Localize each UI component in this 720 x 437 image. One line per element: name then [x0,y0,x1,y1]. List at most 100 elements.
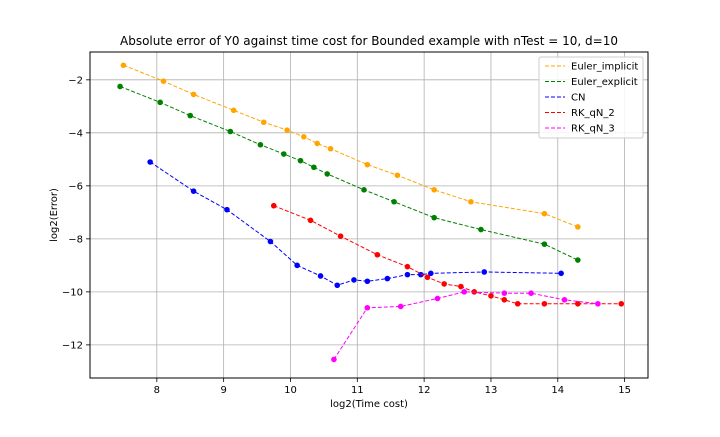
legend-label-cn: CN [571,93,585,104]
data-point-rk-qn-3 [528,290,534,296]
data-point-cn [364,278,371,285]
x-tick-label: 9 [220,385,226,396]
data-point-euler-implicit [468,198,474,205]
data-point-rk-qn-2 [270,202,277,209]
data-point-euler-explicit [257,141,264,148]
data-point-rk-qn-2 [337,233,344,239]
data-point-euler-explicit [361,187,367,193]
data-point-euler-implicit [364,161,371,168]
y-axis-label: log2(Error) [49,188,60,242]
data-point-rk-qn-2 [424,274,431,281]
series-rk-qn-2 [270,202,625,307]
y-tick-label: −6 [68,181,83,192]
series-line-euler-implicit [123,64,579,228]
data-point-euler-implicit [431,187,437,193]
x-tick-label: 8 [154,385,160,396]
data-point-euler-explicit [324,171,331,177]
data-point-cn [481,269,488,275]
data-point-euler-implicit [190,91,197,98]
series-rk-qn-3 [331,289,601,363]
data-point-euler-implicit [327,145,334,152]
legend-label-euler-implicit: Euler_implicit [571,62,638,73]
x-tick-label: 11 [351,385,364,396]
data-point-euler-explicit [431,214,437,221]
data-point-euler-implicit [314,140,321,147]
series-euler-explicit [117,83,581,263]
data-point-rk-qn-2 [458,283,464,290]
data-point-rk-qn-2 [575,300,581,307]
series-layer [117,62,625,363]
data-point-euler-explicit [227,128,234,135]
chart-title: Absolute error of Y0 against time cost f… [120,34,618,48]
data-point-cn [428,270,434,277]
data-point-euler-explicit [187,112,194,119]
data-point-cn [267,238,274,245]
data-point-euler-implicit [160,78,167,84]
data-point-rk-qn-2 [541,300,548,307]
y-tick-label: −2 [68,75,83,86]
data-point-euler-implicit [260,119,267,126]
y-tick-label: −4 [68,128,83,139]
data-point-rk-qn-3 [561,297,568,303]
series-euler-implicit [120,62,581,230]
x-tick-label: 13 [485,385,498,396]
data-point-rk-qn-3 [461,289,468,295]
x-axis-label: log2(Time cost) [330,399,408,410]
data-point-rk-qn-3 [397,303,404,310]
data-point-cn [417,271,424,278]
data-point-cn [558,270,564,277]
x-tick-label: 12 [418,385,431,396]
data-point-rk-qn-2 [501,297,508,303]
legend-label-rk-qn-3: RK_qN_3 [571,124,615,135]
data-point-rk-qn-3 [501,290,508,296]
data-point-euler-implicit [541,210,548,217]
data-point-rk-qn-2 [374,251,381,258]
data-point-rk-qn-2 [514,300,521,307]
data-point-euler-explicit [478,226,484,233]
tick-layer: 8 9 10 11 12 13 14 15 −12 −10 −8 −6 −4 −2 [62,75,631,396]
plot-area-frame [89,51,649,379]
data-point-cn [384,275,391,282]
series-line-rk-qn-3 [333,291,598,360]
data-point-cn [294,262,300,269]
data-point-rk-qn-2 [441,281,447,287]
x-tick-label: 10 [284,385,297,396]
data-point-euler-explicit [575,257,581,263]
legend-label-rk-qn-2: RK_qN_2 [571,108,615,119]
data-point-euler-implicit [120,62,127,69]
x-tick-label: 15 [618,385,631,396]
data-point-euler-implicit [301,134,307,140]
y-tick-label: −10 [62,287,83,298]
series-cn [147,159,564,289]
data-point-euler-explicit [391,198,397,205]
data-point-rk-qn-2 [488,293,494,299]
legend-label-euler-explicit: Euler_explicit [571,77,638,88]
data-point-rk-qn-2 [618,300,625,307]
data-point-euler-explicit [297,157,304,164]
data-point-rk-qn-3 [595,300,601,307]
data-point-cn [404,271,411,278]
data-point-rk-qn-3 [331,356,337,363]
data-point-euler-explicit [281,151,287,157]
data-point-euler-explicit [311,164,317,171]
data-point-cn [317,273,324,279]
data-point-rk-qn-2 [307,217,314,224]
data-point-euler-explicit [541,241,548,247]
data-point-euler-implicit [284,127,290,133]
legend-box [538,56,644,139]
data-point-euler-explicit [117,83,123,90]
y-tick-label: −8 [68,234,83,245]
data-point-euler-implicit [575,224,581,230]
data-point-rk-qn-3 [434,295,441,302]
data-point-cn [224,206,230,213]
y-tick-label: −12 [62,340,83,351]
data-point-cn [334,282,341,289]
data-point-cn [147,159,153,165]
data-point-cn [190,188,197,194]
data-point-cn [351,277,357,283]
x-tick-label: 14 [551,385,564,396]
data-point-euler-implicit [230,107,237,114]
data-point-euler-implicit [394,172,401,179]
